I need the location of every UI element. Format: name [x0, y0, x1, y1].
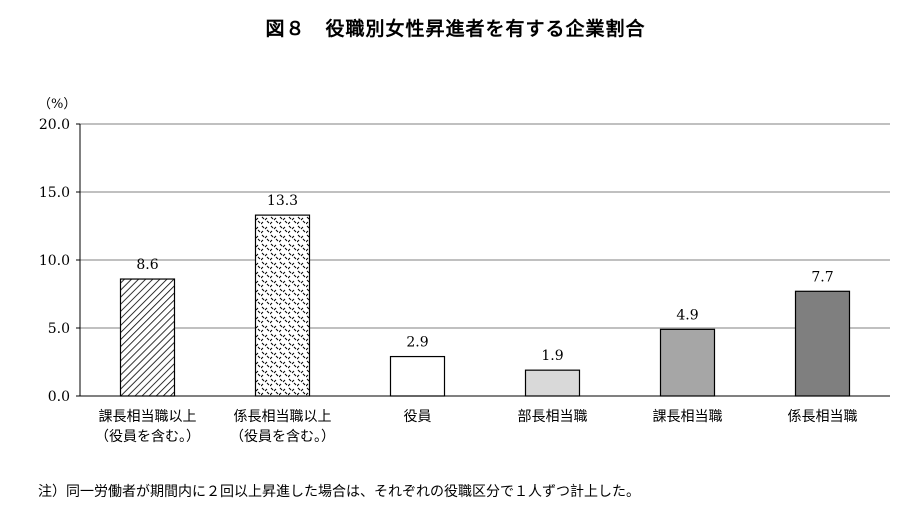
labels: （%） 0.0 5.0 10.0 15.0 20.0 8.6 課長相当職以上 （役員を含む。） 1…	[38, 97, 858, 445]
x-tick-label: 課長相当職	[653, 409, 723, 425]
chart-title: 図８ 役職別女性昇進者を有する企業割合	[265, 18, 646, 40]
data-label: 4.9	[676, 307, 698, 323]
bar	[389, 355, 446, 397]
bar	[119, 278, 176, 397]
x-tick-label: （役員を含む。）	[95, 429, 200, 445]
gridlines	[80, 123, 890, 329]
bar	[659, 328, 716, 397]
x-tick-label: 部長相当職	[518, 409, 588, 425]
x-tick-label: 係長相当職以上	[234, 409, 332, 425]
data-label: 7.7	[811, 269, 833, 285]
y-axis-unit-label: （%）	[38, 97, 76, 112]
bars	[119, 214, 851, 397]
x-tick-label: 役員	[404, 409, 432, 425]
data-label: 8.6	[136, 257, 158, 273]
data-label: 1.9	[541, 348, 563, 364]
footnote: 注）同一労働者が期間内に２回以上昇進した場合は、それぞれの役職区分で１人ずつ計上…	[38, 484, 640, 500]
bar	[254, 214, 311, 397]
x-tick-label: （役員を含む。）	[230, 429, 335, 445]
y-tick-label: 5.0	[48, 321, 70, 337]
data-label: 13.3	[267, 193, 298, 209]
y-tick-label: 15.0	[39, 185, 70, 201]
y-tick-label: 0.0	[48, 389, 70, 405]
x-tick-label: 課長相当職以上	[99, 409, 197, 425]
y-tick-label: 20.0	[39, 117, 70, 133]
data-label: 2.9	[406, 335, 428, 351]
y-tick-label: 10.0	[39, 253, 70, 269]
bar	[794, 290, 851, 397]
bar	[524, 369, 581, 397]
axes	[76, 123, 890, 397]
x-tick-label: 係長相当職	[788, 409, 858, 425]
